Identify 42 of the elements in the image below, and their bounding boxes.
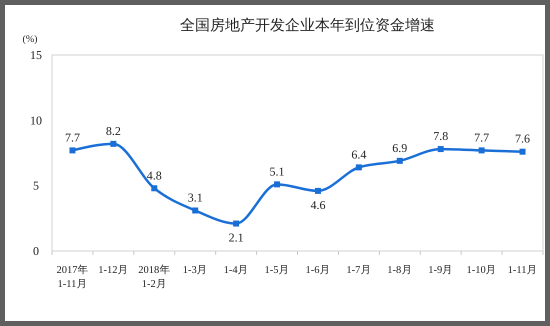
data-label: 7.6 <box>515 132 530 146</box>
data-label: 2.1 <box>228 230 244 245</box>
data-label: 5.1 <box>270 164 285 178</box>
point <box>520 148 526 155</box>
point <box>438 146 444 152</box>
data-label: 3.1 <box>188 190 203 204</box>
point <box>110 140 116 147</box>
point <box>396 158 403 164</box>
y-axis-title: (%) <box>22 34 38 45</box>
y-tick-label: 0 <box>33 244 39 258</box>
point <box>274 181 280 188</box>
point <box>314 188 321 194</box>
point <box>151 185 158 192</box>
data-label: 6.4 <box>351 147 366 162</box>
x-tick-label: 1-4月 <box>224 264 249 276</box>
x-tick-label: 1-6月 <box>305 264 330 276</box>
data-label: 7.7 <box>64 130 80 144</box>
point <box>233 220 240 227</box>
data-label: 8.2 <box>106 124 121 138</box>
x-tick-label: 1-3月 <box>182 264 208 276</box>
data-label: 6.9 <box>392 140 408 155</box>
chart-title: 全国房地产开发企业本年到位资金增速 <box>180 16 435 34</box>
x-tick-label: 1-8月 <box>387 264 412 276</box>
x-tick-label: 1-10月 <box>466 264 497 276</box>
x-tick-label: 1-12月 <box>98 264 128 276</box>
point <box>69 147 76 154</box>
x-tick-label: 1-5月 <box>264 264 290 276</box>
data-label: 4.6 <box>310 198 326 212</box>
x-tick-label: 2017年 1-11月 <box>56 264 88 290</box>
y-tick-label: 5 <box>33 178 39 193</box>
x-tick-label: 1-9月 <box>428 264 454 276</box>
x-tick-label: 1-7月 <box>346 264 372 276</box>
x-tick-label: 1-11月 <box>508 264 538 276</box>
y-tick-label: 15 <box>30 48 42 62</box>
y-tick-label: 10 <box>30 113 42 128</box>
point <box>356 164 362 170</box>
data-label: 4.8 <box>146 168 162 182</box>
data-label: 7.7 <box>474 130 490 144</box>
point <box>478 147 485 154</box>
point <box>192 207 198 214</box>
data-label: 7.8 <box>433 129 448 144</box>
x-tick-label: 2018年 1-2月 <box>138 264 170 290</box>
